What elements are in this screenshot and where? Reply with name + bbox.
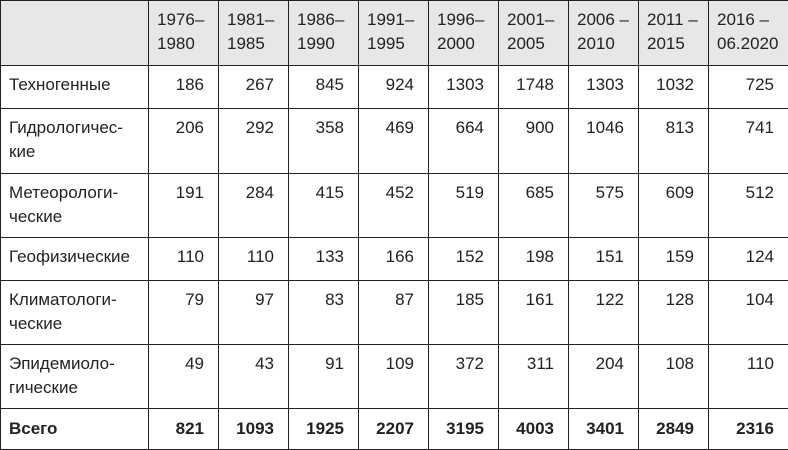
cell-value: 198 — [499, 238, 569, 281]
cell-value: 452 — [359, 174, 429, 238]
cell-value: 2316 — [709, 409, 788, 450]
cell-value: 151 — [569, 238, 639, 281]
cell-value: 4003 — [499, 409, 569, 450]
cell-value: 519 — [429, 174, 499, 238]
cell-value: 110 — [709, 345, 788, 409]
cell-value: 1093 — [219, 409, 289, 450]
cell-value: 3195 — [429, 409, 499, 450]
cell-value: 311 — [499, 345, 569, 409]
row-label: Метеорологи- ческие — [1, 174, 149, 238]
cell-value: 124 — [709, 238, 788, 281]
cell-value: 49 — [149, 345, 219, 409]
cell-value: 109 — [359, 345, 429, 409]
cell-value: 685 — [499, 174, 569, 238]
row-label: Геофизические — [1, 238, 149, 281]
cell-value: 166 — [359, 238, 429, 281]
row-label: Техногенные — [1, 66, 149, 109]
cell-value: 900 — [499, 109, 569, 174]
cell-value: 97 — [219, 281, 289, 345]
column-header: 2016 – 06.2020 — [709, 1, 788, 66]
cell-value: 372 — [429, 345, 499, 409]
cell-value: 206 — [149, 109, 219, 174]
cell-value: 284 — [219, 174, 289, 238]
cell-value: 292 — [219, 109, 289, 174]
column-header: 2006 – 2010 — [569, 1, 639, 66]
cell-value: 87 — [359, 281, 429, 345]
cell-value: 924 — [359, 66, 429, 109]
cell-value: 152 — [429, 238, 499, 281]
column-header: 1996– 2000 — [429, 1, 499, 66]
cell-value: 1303 — [429, 66, 499, 109]
row-label: Эпидемиоло- гические — [1, 345, 149, 409]
cell-value: 845 — [289, 66, 359, 109]
cell-value: 469 — [359, 109, 429, 174]
cell-value: 813 — [639, 109, 709, 174]
cell-value: 43 — [219, 345, 289, 409]
cell-value: 79 — [149, 281, 219, 345]
column-header: 1976– 1980 — [149, 1, 219, 66]
cell-value: 1032 — [639, 66, 709, 109]
row-label: Всего — [1, 409, 149, 450]
cell-value: 575 — [569, 174, 639, 238]
cell-value: 512 — [709, 174, 788, 238]
cell-value: 83 — [289, 281, 359, 345]
cell-value: 821 — [149, 409, 219, 450]
column-header: 1991– 1995 — [359, 1, 429, 66]
cell-value: 122 — [569, 281, 639, 345]
row-label: Климатологи- ческие — [1, 281, 149, 345]
cell-value: 185 — [429, 281, 499, 345]
cell-value: 191 — [149, 174, 219, 238]
column-header: 2011 – 2015 — [639, 1, 709, 66]
cell-value: 741 — [709, 109, 788, 174]
cell-value: 1046 — [569, 109, 639, 174]
cell-value: 110 — [219, 238, 289, 281]
cell-value: 358 — [289, 109, 359, 174]
cell-value: 128 — [639, 281, 709, 345]
cell-value: 161 — [499, 281, 569, 345]
corner-cell — [1, 1, 149, 66]
cell-value: 108 — [639, 345, 709, 409]
column-header: 1981– 1985 — [219, 1, 289, 66]
cell-value: 1748 — [499, 66, 569, 109]
cell-value: 204 — [569, 345, 639, 409]
cell-value: 186 — [149, 66, 219, 109]
cell-value: 1925 — [289, 409, 359, 450]
cell-value: 2207 — [359, 409, 429, 450]
cell-value: 133 — [289, 238, 359, 281]
cell-value: 609 — [639, 174, 709, 238]
cell-value: 1303 — [569, 66, 639, 109]
cell-value: 110 — [149, 238, 219, 281]
cell-value: 104 — [709, 281, 788, 345]
cell-value: 91 — [289, 345, 359, 409]
cell-value: 664 — [429, 109, 499, 174]
column-header: 2001– 2005 — [499, 1, 569, 66]
column-header: 1986– 1990 — [289, 1, 359, 66]
cell-value: 267 — [219, 66, 289, 109]
cell-value: 725 — [709, 66, 788, 109]
cell-value: 159 — [639, 238, 709, 281]
cell-value: 415 — [289, 174, 359, 238]
cell-value: 2849 — [639, 409, 709, 450]
row-label: Гидрологичес- кие — [1, 109, 149, 174]
cell-value: 3401 — [569, 409, 639, 450]
